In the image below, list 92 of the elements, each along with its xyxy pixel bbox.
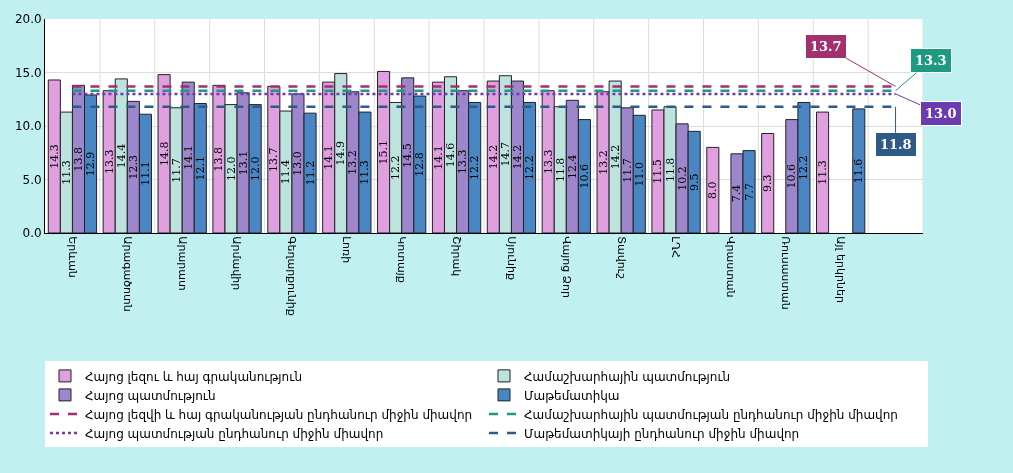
x-tick-label: Արագածոտն <box>120 236 134 312</box>
data-label: 14.8 <box>157 141 171 167</box>
data-label: 11.6 <box>852 158 866 184</box>
data-label: 11.0 <box>632 161 646 187</box>
data-label: 11.5 <box>651 159 665 184</box>
data-label: 14.9 <box>334 141 348 166</box>
data-label: 12.1 <box>193 156 207 181</box>
data-label: 12.2 <box>523 155 537 180</box>
x-tick-label: Արմավիր <box>230 236 244 291</box>
bar <box>761 132 775 233</box>
data-label: 14.4 <box>114 143 128 169</box>
bar <box>816 111 830 233</box>
data-label: 11.8 <box>663 157 677 183</box>
data-label: 12.0 <box>224 156 238 182</box>
data-label: 7.7 <box>742 183 756 201</box>
data-label: 11.8 <box>553 157 567 183</box>
data-label: 13.8 <box>212 146 226 172</box>
data-label: 9.3 <box>761 174 775 192</box>
x-tick-label: Տավուշ <box>614 236 628 279</box>
data-label: 11.7 <box>169 158 183 183</box>
data-label: 10.6 <box>785 164 799 189</box>
data-label: 13.0 <box>925 106 957 121</box>
data-label: 12.3 <box>126 154 140 180</box>
data-label: 14.2 <box>608 144 622 170</box>
data-label: 11.7 <box>620 158 634 183</box>
y-tick-label: 15.0 <box>14 65 42 80</box>
data-label: 14.6 <box>444 142 458 168</box>
data-label: 11.3 <box>358 160 372 185</box>
data-label: 12.8 <box>413 152 427 177</box>
data-label: 12.2 <box>468 155 482 180</box>
bar <box>706 146 720 233</box>
legend-label: Հայոց լեզվի և հայ գրականության ընդհանուր միջին միավոր <box>85 407 473 422</box>
legend-label: Հայոց պատմություն <box>85 388 216 403</box>
legend-label: Համաշխարհային պատմություն <box>524 369 731 384</box>
data-label: 13.7 <box>810 39 842 54</box>
data-label: 15.1 <box>377 139 391 165</box>
data-label: 8.0 <box>706 181 720 199</box>
data-label: 12.2 <box>389 155 403 180</box>
x-tick-label: Լոռի <box>340 236 354 264</box>
data-label: 13.1 <box>236 150 250 176</box>
x-tick-label: Սյունիք <box>504 236 518 280</box>
data-label: 13.3 <box>456 149 470 175</box>
y-tick-label: 5.0 <box>22 172 42 187</box>
data-label: 14.1 <box>431 145 445 170</box>
data-label: 11.4 <box>279 159 293 185</box>
data-label: 14.7 <box>498 142 512 167</box>
data-label: 14.5 <box>401 143 415 168</box>
data-label: 13.2 <box>596 150 610 175</box>
x-tick-label: Երևան <box>65 236 79 278</box>
data-label: 13.0 <box>291 151 305 176</box>
data-label: 13.3 <box>541 149 555 175</box>
data-label: 11.1 <box>138 161 152 186</box>
x-tick-label: Այլ երկրներ <box>834 236 848 303</box>
bar <box>852 108 866 233</box>
data-label: 11.3 <box>59 160 73 185</box>
x-tick-label: ԼՂՀ <box>669 236 683 259</box>
data-label: 14.2 <box>510 144 524 170</box>
data-label: 14.1 <box>181 145 195 170</box>
legend-label: Հայոց պատմության ընդհանուր միջին միավոր <box>85 426 384 441</box>
data-label: 12.0 <box>248 156 262 182</box>
data-label: 11.8 <box>880 137 912 152</box>
legend-label: Համաշխարհային պատմության ընդհանուր միջին միավոր <box>524 407 898 422</box>
x-tick-label: Գեղարքունիք <box>285 236 299 316</box>
data-label: 13.2 <box>346 150 360 175</box>
data-label: 9.5 <box>687 173 701 191</box>
data-label: 12.9 <box>84 151 98 177</box>
data-label: 13.3 <box>915 53 947 68</box>
x-tick-label: Արարատ <box>175 236 189 291</box>
data-label: 13.7 <box>267 147 281 172</box>
data-label: 10.2 <box>675 166 689 191</box>
x-tick-label: Կոտայք <box>395 236 409 283</box>
data-label: 14.3 <box>47 144 61 169</box>
x-tick-label: Վրաստան <box>724 236 738 298</box>
y-tick-label: 10.0 <box>14 119 42 134</box>
x-tick-label: Ռուսաստան <box>779 236 793 310</box>
data-label: 7.4 <box>730 184 744 203</box>
x-tick-label: Շիրակ <box>449 236 463 277</box>
data-label: 12.2 <box>797 155 811 180</box>
x-tick-label: Վայոց Ձոր <box>559 236 573 299</box>
data-label: 13.3 <box>102 149 116 175</box>
legend-label: Մաթեմատիկա <box>524 388 620 403</box>
legend-label: Հայոց լեզու և հայ գրականություն <box>85 369 303 384</box>
data-label: 11.2 <box>303 160 317 186</box>
y-tick-label: 20.0 <box>14 12 42 27</box>
legend-label: Մաթեմատիկայի ընդհանուր միջին միավոր <box>524 426 800 441</box>
data-label: 10.6 <box>577 164 591 189</box>
data-label: 13.8 <box>71 146 85 172</box>
data-label: 14.2 <box>486 144 500 170</box>
y-tick-label: 0.0 <box>22 226 42 241</box>
data-label: 11.3 <box>816 160 830 185</box>
data-label: 12.4 <box>565 154 579 179</box>
data-label: 14.1 <box>322 145 336 170</box>
